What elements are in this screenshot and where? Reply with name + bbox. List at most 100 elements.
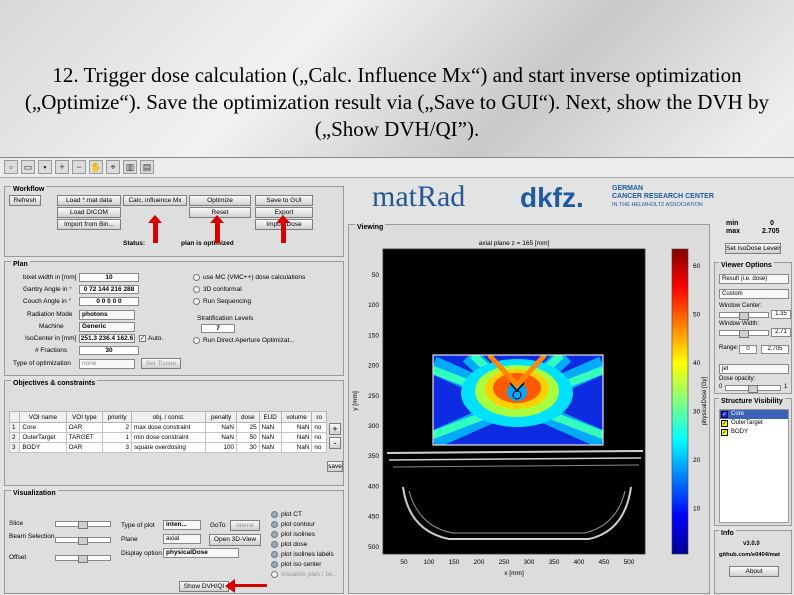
calc-influence-button[interactable]: Calc. influence Mx <box>123 195 187 206</box>
ro-cell[interactable]: no <box>311 432 327 443</box>
fractions-field[interactable]: 30 <box>79 346 139 355</box>
dose-view-plot[interactable]: axial plane z = 165 [mm] <box>349 225 709 593</box>
window-center-field[interactable]: 1.35 <box>771 310 791 319</box>
beam-slider[interactable] <box>55 537 111 545</box>
plot-contour-toggle[interactable] <box>271 521 278 528</box>
lateral-button[interactable]: lateral <box>230 520 260 531</box>
plot-type-select[interactable]: inten... <box>163 520 201 530</box>
data-cursor-icon[interactable]: ⌖ <box>106 160 120 174</box>
auto-isocenter-checkbox[interactable]: ✓ <box>139 335 146 342</box>
pan-hand-icon[interactable]: ✋ <box>89 160 103 174</box>
colormap-select[interactable]: jet <box>719 364 789 374</box>
plane-select[interactable]: axial <box>163 534 201 544</box>
sequencing-radio[interactable] <box>193 298 200 305</box>
volume-cell[interactable]: NaN <box>280 422 313 433</box>
conformal-radio[interactable] <box>193 286 200 293</box>
mc-radio[interactable] <box>193 274 200 281</box>
structure-checkbox[interactable]: ✓ <box>721 420 728 427</box>
offset-slider[interactable] <box>55 555 111 563</box>
legend-icon[interactable]: ▤ <box>140 160 154 174</box>
radiation-mode-select[interactable]: photons <box>79 310 135 320</box>
list-item[interactable]: ✓ BODY <box>720 428 788 437</box>
opt-type-select[interactable]: none <box>79 359 135 369</box>
priority-cell[interactable]: 3 <box>102 442 133 453</box>
couch-angle-field[interactable]: 0 0 0 0 0 <box>79 297 139 306</box>
voi-name-cell[interactable]: BODY <box>19 442 67 453</box>
window-center-slider[interactable] <box>719 312 769 320</box>
remove-objective-button[interactable]: - <box>329 437 341 449</box>
show-dvh-button[interactable]: Show DVH/QI <box>179 581 229 592</box>
refresh-button[interactable]: Refresh <box>9 195 41 206</box>
dose-opacity-slider[interactable] <box>725 385 781 393</box>
dao-radio[interactable] <box>193 337 200 344</box>
display-scale-select[interactable]: Result (i.e. dose) <box>719 274 789 284</box>
repo-link[interactable]: github.com/e0404/mat <box>719 552 780 558</box>
import-bin-button[interactable]: Import from Bin... <box>57 219 121 230</box>
eud-cell[interactable]: NaN <box>258 432 282 443</box>
voi-type-cell[interactable]: OAR <box>65 422 104 433</box>
set-tissue-button[interactable]: Set Tissue <box>141 358 181 369</box>
bixel-width-field[interactable]: 10 <box>79 273 139 282</box>
open-file-icon[interactable]: ▭ <box>21 160 35 174</box>
table-row[interactable]: 2 OuterTarget TARGET 1 min dose constrai… <box>8 432 327 443</box>
plot-isolines-toggle[interactable] <box>271 531 278 538</box>
table-row[interactable]: 1 Core OAR 2 max dose constraint NaN 25 … <box>8 422 327 433</box>
eud-cell[interactable]: NaN <box>258 442 282 453</box>
colorbar-icon[interactable]: ▥ <box>123 160 137 174</box>
objective-cell[interactable]: square overdosing <box>131 442 207 453</box>
load-mat-button[interactable]: Load *.mat data <box>57 195 121 206</box>
slice-slider[interactable] <box>55 521 111 529</box>
volume-cell[interactable]: NaN <box>280 432 313 443</box>
isocenter-field[interactable]: 251.3 236.4 162.6 <box>79 334 135 343</box>
objective-cell[interactable]: min dose constraint <box>131 432 207 443</box>
save-objectives-button[interactable]: save <box>327 461 343 472</box>
ro-cell[interactable]: no <box>311 422 327 433</box>
gantry-angle-field[interactable]: 0 72 144 216 288 <box>79 285 139 294</box>
list-item[interactable]: ✓ Core <box>720 410 788 419</box>
ro-cell[interactable]: no <box>311 442 327 453</box>
voi-type-cell[interactable]: TARGET <box>65 432 104 443</box>
range-min-field[interactable]: 0 <box>739 345 757 354</box>
objective-cell[interactable]: max dose constraint <box>131 422 207 433</box>
eud-cell[interactable]: NaN <box>258 422 282 433</box>
optimize-button[interactable]: Optimize <box>189 195 251 206</box>
structure-checkbox[interactable]: ✓ <box>721 411 728 418</box>
priority-cell[interactable]: 1 <box>102 432 133 443</box>
display-option-select[interactable]: physicalDose <box>163 548 239 558</box>
structure-checkbox[interactable]: ✓ <box>721 429 728 436</box>
list-item[interactable]: ✓ OuterTarget <box>720 419 788 428</box>
new-file-icon[interactable]: ▫ <box>4 160 18 174</box>
visualize-plan-toggle[interactable] <box>271 571 278 578</box>
penalty-cell[interactable]: NaN <box>205 432 237 443</box>
save-file-icon[interactable]: ▪ <box>38 160 52 174</box>
strat-levels-field[interactable]: 7 <box>201 324 235 333</box>
plot-isocenter-toggle[interactable] <box>271 561 278 568</box>
zoom-out-icon[interactable]: − <box>72 160 86 174</box>
open-3d-view-button[interactable]: Open 3D-View <box>209 534 261 546</box>
save-to-gui-button[interactable]: Save to GUI <box>255 195 313 206</box>
window-width-slider[interactable] <box>719 330 769 338</box>
set-isodose-levels-button[interactable]: Set IsoDose Levels <box>725 243 781 254</box>
penalty-cell[interactable]: 100 <box>205 442 237 453</box>
plot-isoline-labels-toggle[interactable] <box>271 551 278 558</box>
dose-cell[interactable]: 30 <box>235 442 260 453</box>
voi-name-cell[interactable]: OuterTarget <box>19 432 67 443</box>
plot-ct-toggle[interactable] <box>271 511 278 518</box>
priority-cell[interactable]: 2 <box>102 422 133 433</box>
dose-cell[interactable]: 50 <box>235 432 260 443</box>
machine-select[interactable]: Generic <box>79 322 135 332</box>
range-max-field[interactable]: 2.705 <box>761 345 789 354</box>
voi-type-cell[interactable]: OAR <box>65 442 104 453</box>
about-button[interactable]: About <box>729 566 779 577</box>
colormap-preset-select[interactable]: Custom <box>719 289 789 299</box>
load-dicom-button[interactable]: Load DICOM <box>57 207 121 218</box>
penalty-cell[interactable]: NaN <box>205 422 237 433</box>
table-row[interactable]: 3 BODY OAR 3 square overdosing 100 30 Na… <box>8 442 327 453</box>
voi-name-cell[interactable]: Core <box>19 422 67 433</box>
plot-dose-toggle[interactable] <box>271 541 278 548</box>
zoom-in-icon[interactable]: + <box>55 160 69 174</box>
window-width-field[interactable]: 2.71 <box>771 328 791 337</box>
dose-cell[interactable]: 25 <box>235 422 260 433</box>
add-objective-button[interactable]: + <box>329 423 341 435</box>
volume-cell[interactable]: NaN <box>280 442 313 453</box>
